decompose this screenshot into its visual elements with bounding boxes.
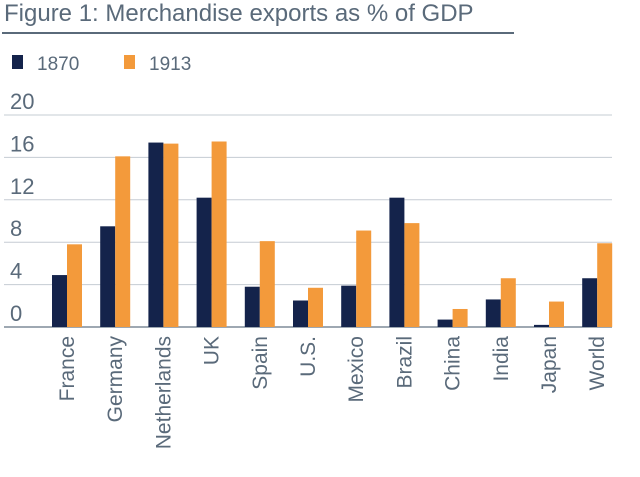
bar-1913-netherlands xyxy=(163,143,179,327)
title-underline xyxy=(2,32,514,34)
bar-marks xyxy=(52,141,613,327)
x-tick-label: Mexico xyxy=(345,336,368,403)
y-tick-label: 0 xyxy=(10,301,22,326)
x-tick-label: Brazil xyxy=(393,336,416,389)
legend-label-1913: 1913 xyxy=(149,54,191,75)
y-tick-label: 12 xyxy=(10,174,34,199)
bar-1913-mexico xyxy=(356,230,372,327)
bar-1870-mexico xyxy=(341,285,357,327)
bar-1913-world xyxy=(597,243,613,327)
bar-1870-india xyxy=(485,299,501,327)
bar-1913-uk xyxy=(211,141,227,327)
bar-1913-france xyxy=(67,244,82,327)
x-tick-label: China xyxy=(442,336,465,391)
x-tick-label: Spain xyxy=(249,336,272,390)
x-tick-label: India xyxy=(490,336,513,382)
legend-swatch-1870 xyxy=(12,55,23,69)
y-tick-labels: 20 16 12 8 4 0 xyxy=(10,89,34,326)
x-tick-label: U.S. xyxy=(297,336,320,377)
y-tick-label: 16 xyxy=(10,131,34,156)
bar-1913-india xyxy=(500,278,516,327)
bar-1870-world xyxy=(582,278,598,327)
bar-1913-brazil xyxy=(404,223,420,327)
bar-1870-japan xyxy=(534,324,549,327)
bar-1870-uk xyxy=(196,197,212,327)
x-tick-label: UK xyxy=(201,336,224,365)
x-tick-label: World xyxy=(586,336,609,390)
x-tick-labels: France Germany Netherlands UK Spain U.S. Mexic… xyxy=(56,336,609,450)
bar-1870-u-s- xyxy=(293,300,308,327)
y-tick-label: 8 xyxy=(10,216,22,241)
bar-1870-china xyxy=(437,319,453,327)
bar-1870-spain xyxy=(244,286,260,327)
legend-swatch-1913 xyxy=(124,55,135,69)
legend-label-1870: 1870 xyxy=(37,54,79,75)
y-tick-label: 20 xyxy=(10,89,34,114)
chart-title: Figure 1: Merchandise exports as % of GD… xyxy=(4,0,474,27)
x-tick-label: France xyxy=(56,336,79,401)
bar-1870-germany xyxy=(100,226,116,327)
x-tick-label: Germany xyxy=(104,336,127,423)
y-tick-label: 4 xyxy=(10,259,22,284)
bar-1913-spain xyxy=(259,241,275,327)
bar-1870-brazil xyxy=(389,197,405,327)
x-tick-label: Japan xyxy=(538,336,561,393)
bar-1870-france xyxy=(52,275,67,327)
bar-1913-germany xyxy=(115,156,131,327)
bar-1913-japan xyxy=(549,301,564,327)
x-tick-label: Netherlands xyxy=(152,336,175,449)
legend: 1870 1913 xyxy=(12,54,191,75)
bar-1913-u-s- xyxy=(308,287,323,327)
bar-1913-china xyxy=(452,308,468,327)
bar-1870-netherlands xyxy=(148,142,164,327)
